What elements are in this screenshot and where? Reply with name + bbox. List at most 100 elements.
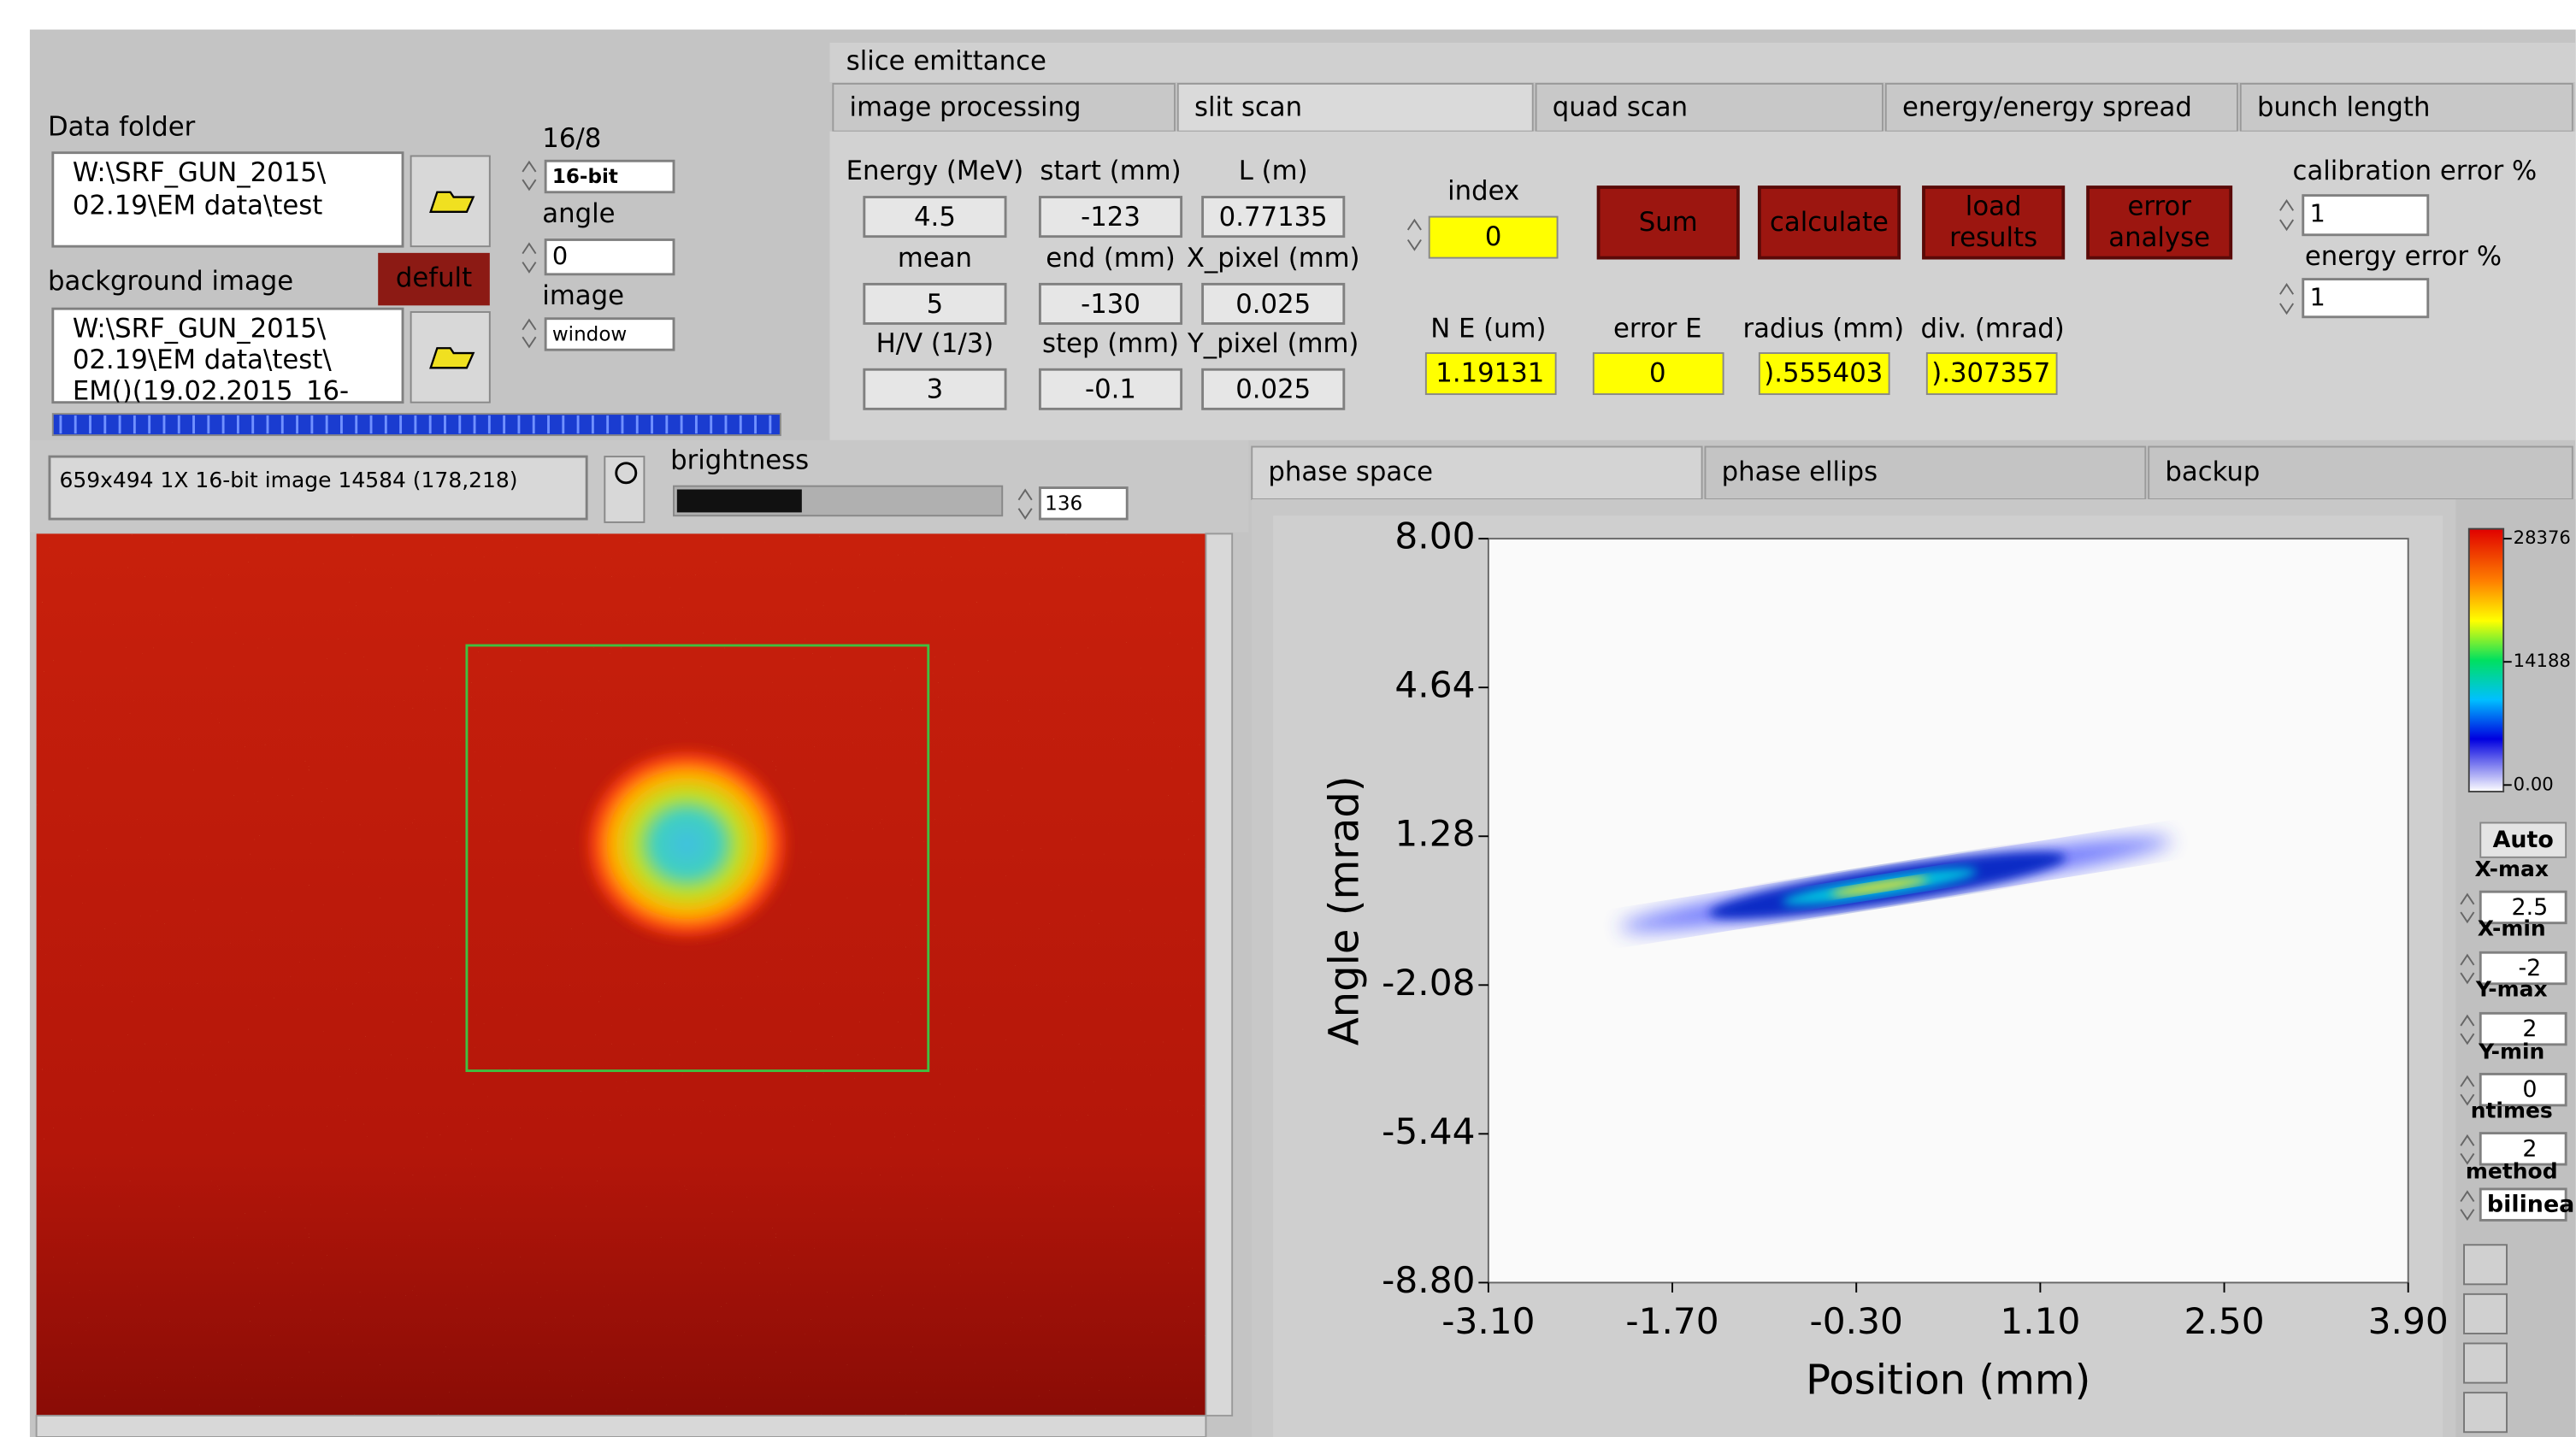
progress-segment-gap	[162, 415, 166, 434]
field-label: L (m)	[1239, 156, 1308, 186]
control-value: 2	[2522, 1135, 2537, 1162]
plot-tool[interactable]	[2463, 1293, 2508, 1334]
tab[interactable]	[1535, 83, 1883, 133]
progress-segment-gap	[769, 415, 772, 434]
y-tick-label: 4.64	[1394, 664, 1475, 706]
x-tick-label: 3.90	[2368, 1300, 2449, 1342]
spinner	[2460, 892, 2475, 924]
field-value: 0.025	[1235, 374, 1311, 405]
field-value: -0.1	[1085, 374, 1136, 405]
progress-segment-gap	[207, 415, 210, 434]
input-box	[1201, 196, 1346, 239]
progress-segment-gap	[458, 415, 462, 434]
action-button[interactable]	[1757, 186, 1901, 260]
action-button[interactable]	[1922, 186, 2066, 260]
tab[interactable]	[832, 83, 1176, 133]
button-label: analyse	[2108, 222, 2210, 253]
input-box	[1201, 282, 1346, 325]
progress-segment-gap	[694, 415, 698, 434]
progress-segment-gap	[325, 415, 328, 434]
plot-tool[interactable]	[2463, 1244, 2508, 1286]
field-label: step (mm)	[1042, 328, 1179, 359]
progress-segment-gap	[576, 415, 580, 434]
input-box	[2479, 1011, 2567, 1046]
button-label: error	[2127, 191, 2191, 222]
control-label: ntimes	[2471, 1098, 2553, 1123]
field-label: Energy (MeV)	[846, 156, 1024, 186]
button-label: defult	[396, 262, 472, 293]
progress-segment-gap	[428, 415, 432, 434]
input-box	[863, 196, 1007, 239]
plot-tool[interactable]	[2463, 1342, 2508, 1384]
scrollbar[interactable]	[1205, 533, 1234, 1416]
progress-segment-gap	[118, 415, 121, 434]
button[interactable]	[378, 252, 490, 306]
y-tick-label: 1.28	[1394, 813, 1475, 855]
input-box	[2479, 1132, 2567, 1166]
tab-label: backup	[2165, 456, 2260, 487]
path-box	[51, 307, 404, 404]
progress-segment-gap	[680, 415, 683, 434]
progress-segment-gap	[251, 415, 255, 434]
tab[interactable]	[1251, 445, 1703, 500]
progress-segment-gap	[236, 415, 239, 434]
colorbar-tick-label: 28376	[2514, 527, 2571, 548]
field-label: mean	[898, 243, 972, 274]
progress-segment-gap	[89, 415, 91, 434]
spinner	[1406, 218, 1422, 251]
field-value: 1.19131	[1435, 358, 1544, 389]
field-label: N E (um)	[1430, 314, 1546, 345]
tab-label: quad scan	[1553, 91, 1688, 122]
control-label: method	[2466, 1159, 2558, 1184]
plot-tool[interactable]	[2463, 1392, 2508, 1434]
button-label: load	[1966, 191, 2022, 222]
x-tick-label: 1.10	[2000, 1300, 2080, 1342]
select-value: window	[552, 323, 627, 345]
action-button[interactable]	[1596, 186, 1740, 260]
tab[interactable]	[1176, 83, 1534, 133]
zoom-tool[interactable]	[604, 456, 645, 523]
progress-segment-gap	[59, 415, 62, 434]
output-box	[1758, 352, 1890, 396]
field-value: 0.77135	[1219, 202, 1328, 233]
phase-ellipse	[1619, 837, 2172, 931]
progress-segment-gap	[177, 415, 180, 434]
y-tick-label: -2.08	[1382, 962, 1475, 1004]
scrollbar-h[interactable]	[35, 1415, 1207, 1437]
input-box	[1201, 368, 1346, 410]
action-button[interactable]	[2086, 186, 2233, 260]
input-box	[1038, 486, 1129, 521]
tab[interactable]	[2148, 445, 2573, 500]
control-label: Y-min	[2478, 1039, 2544, 1063]
progress-segment-gap	[621, 415, 624, 434]
spinner	[1017, 488, 1033, 521]
label: image	[542, 280, 624, 311]
auto-button[interactable]	[2479, 822, 2567, 858]
control-value: bilinea	[2487, 1192, 2574, 1218]
input-box	[2479, 890, 2567, 925]
tab-label: phase ellips	[1722, 456, 1877, 487]
progress-segment-gap	[340, 415, 343, 434]
button-label: results	[1949, 222, 2037, 253]
progress-segment-gap	[724, 415, 728, 434]
field-value: 1	[2309, 199, 2325, 228]
spinner	[2460, 1014, 2475, 1045]
tab-label: image processing	[850, 91, 1082, 122]
status-text: 659x494 1X 16-bit image 14584 (178,218)	[59, 468, 517, 492]
path-text: 02.19\EM data\test\	[73, 345, 333, 375]
control-label: X-max	[2474, 857, 2549, 881]
input-box	[2479, 951, 2567, 986]
field-value: -130	[1081, 289, 1141, 320]
button-label: Auto	[2493, 827, 2554, 853]
progress-segment-gap	[591, 415, 594, 434]
beam-spot	[581, 745, 793, 943]
spinner	[2460, 1190, 2475, 1221]
field-value: 136	[1045, 492, 1082, 515]
input-box	[544, 239, 675, 276]
tab[interactable]	[1704, 445, 2147, 500]
progress-segment-gap	[399, 415, 403, 434]
y-axis-label: Angle (mrad)	[1321, 775, 1369, 1045]
camera-noise	[36, 533, 1206, 1416]
path-text: W:\SRF_GUN_2015\	[73, 157, 327, 188]
